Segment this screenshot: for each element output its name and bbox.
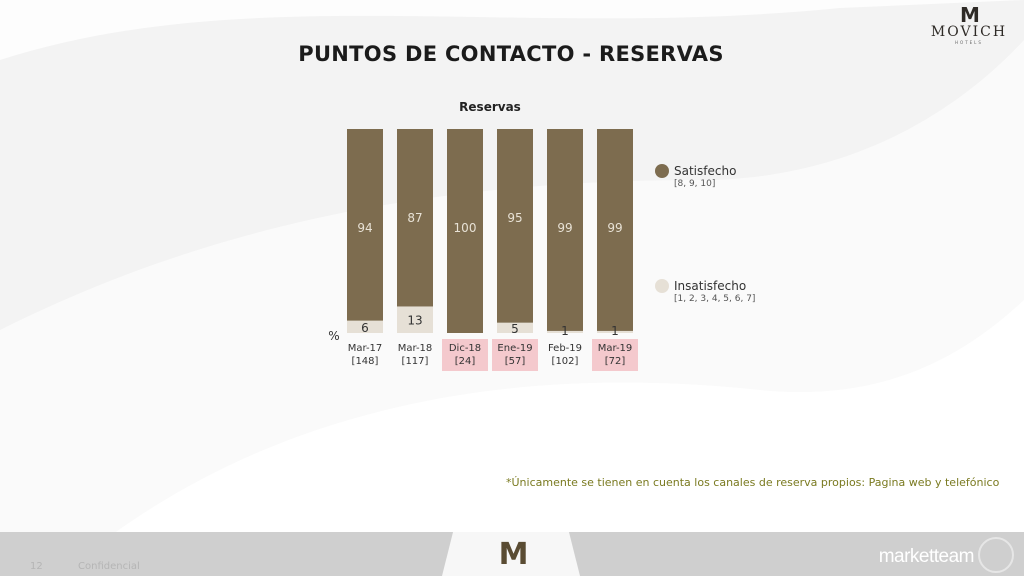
data-label-satisfecho: 99	[607, 221, 622, 235]
bar-insatisfecho	[497, 322, 533, 333]
legend-item-satisfecho: Satisfecho [8, 9, 10]	[655, 164, 736, 189]
bar-satisfecho	[547, 129, 583, 331]
data-label-insatisfecho: 1	[561, 324, 569, 338]
chart-title: Reservas	[459, 100, 521, 114]
highlight-mar-19	[592, 339, 638, 371]
bar-satisfecho	[347, 129, 383, 321]
movich-monogram-icon: M	[960, 3, 980, 27]
legend-label-satisfecho: Satisfecho	[674, 164, 737, 178]
legend-range-satisfecho: [8, 9, 10]	[674, 179, 716, 189]
bar-satisfecho	[447, 129, 483, 333]
base-label: [72]	[605, 356, 626, 367]
data-label-satisfecho: 95	[507, 211, 522, 225]
ornament-icon	[978, 537, 1014, 573]
x-tick-label: Dic-18	[449, 343, 481, 354]
footer-bar: M 12 Confidencial marketteam	[0, 532, 1024, 576]
footnote: *Únicamente se tienen en cuenta los cana…	[506, 476, 1000, 489]
highlight-dic-18	[442, 339, 488, 371]
data-label-insatisfecho: 13	[407, 314, 422, 328]
page-title: PUNTOS DE CONTACTO - RESERVAS	[298, 42, 724, 66]
data-label-insatisfecho: 1	[611, 324, 619, 338]
footer-logo-tab: M	[442, 532, 580, 576]
data-label-satisfecho: 94	[357, 221, 372, 235]
bar-insatisfecho	[547, 330, 583, 333]
movich-logo: M MOVICH HOTELS	[924, 3, 1014, 45]
highlight-ene-19	[492, 339, 538, 371]
x-tick-label: Feb-19	[548, 343, 582, 354]
legend-label-insatisfecho: Insatisfecho	[674, 279, 747, 293]
legend-swatch-insatisfecho	[655, 279, 669, 293]
data-label-insatisfecho: 6	[361, 321, 369, 335]
base-label: [57]	[505, 356, 526, 367]
x-tick-label: Mar-17	[348, 343, 383, 354]
bar-satisfecho	[497, 129, 533, 323]
logo-sub: HOTELS	[955, 40, 983, 45]
base-label: [148]	[352, 356, 379, 367]
data-label-satisfecho: 99	[557, 221, 572, 235]
data-label-satisfecho: 100	[454, 221, 477, 235]
bar-insatisfecho	[597, 330, 633, 333]
confidential-label: Confidencial	[78, 561, 140, 572]
x-tick-label: Ene-19	[497, 343, 532, 354]
axis-unit-label: %	[328, 329, 339, 343]
bar-satisfecho	[397, 129, 433, 307]
x-tick-label: Mar-19	[598, 343, 633, 354]
base-label: [102]	[552, 356, 579, 367]
legend-swatch-satisfecho	[655, 164, 669, 178]
bar-insatisfecho	[347, 320, 383, 333]
base-label: [117]	[402, 356, 429, 367]
logo-name: MOVICH	[930, 24, 1008, 40]
bar-insatisfecho	[397, 306, 433, 333]
movich-footer-icon: M	[498, 536, 529, 572]
legend-item-insatisfecho: Insatisfecho [1, 2, 3, 4, 5, 6, 7]	[655, 279, 755, 304]
data-label-insatisfecho: 5	[511, 322, 519, 336]
bar-satisfecho	[597, 129, 633, 331]
data-label-satisfecho: 87	[407, 211, 422, 225]
page-number: 12	[30, 561, 43, 572]
legend-range-insatisfecho: [1, 2, 3, 4, 5, 6, 7]	[674, 294, 756, 304]
marketteam-logo: marketteam	[878, 546, 975, 567]
x-tick-label: Mar-18	[398, 343, 433, 354]
base-label: [24]	[455, 356, 476, 367]
